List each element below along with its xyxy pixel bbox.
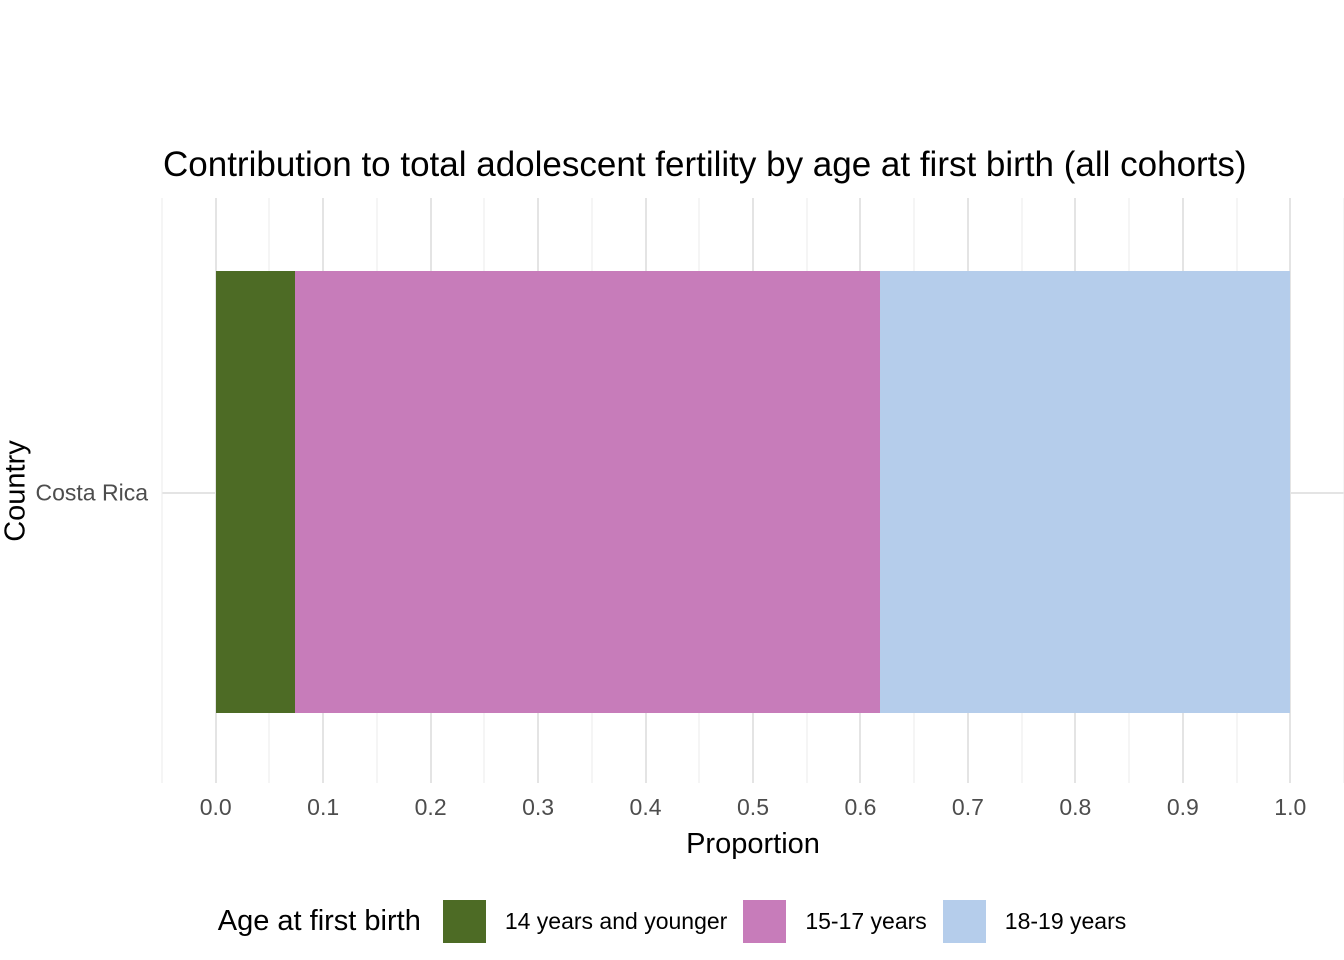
bar-segment-18-19-years — [879, 271, 1291, 714]
x-tick-label: 0.3 — [522, 794, 555, 820]
legend: Age at first birth 14 years and younger 1… — [0, 899, 1344, 944]
legend-item: 18-19 years — [942, 900, 1127, 943]
x-axis: 0.0 0.1 0.2 0.3 0.4 0.5 0.6 0.7 0.8 0.9 1.0 — [162, 794, 1344, 822]
plot-title: Contribution to total adolescent fertili… — [163, 145, 1247, 184]
x-tick-label: 0.1 — [307, 794, 340, 820]
bar-segment-14-years-and-younger — [215, 271, 296, 714]
x-tick-label: 0.0 — [199, 794, 232, 820]
legend-item-label: 15-17 years — [805, 908, 927, 934]
x-tick-label: 0.8 — [1059, 794, 1092, 820]
bar-costa-rica — [215, 271, 1291, 714]
legend-item-label: 14 years and younger — [504, 908, 728, 934]
x-tick-label: 0.7 — [951, 794, 984, 820]
minor-gridline — [161, 198, 163, 783]
x-tick-label: 0.5 — [737, 794, 769, 820]
bar-segment-15-17-years — [295, 271, 880, 714]
major-gridline — [1289, 198, 1292, 783]
x-tick-label: 1.0 — [1274, 794, 1307, 820]
x-tick-label: 0.4 — [629, 794, 662, 820]
y-tick-label-costa-rica: Costa Rica — [35, 479, 148, 506]
legend-item: 15-17 years — [743, 900, 927, 943]
panel — [161, 198, 1344, 783]
x-tick-label: 0.2 — [414, 794, 447, 820]
legend-title: Age at first birth — [217, 905, 421, 937]
legend-swatch — [942, 900, 986, 943]
legend-item: 14 years and younger — [442, 900, 728, 943]
legend-swatch — [743, 900, 787, 943]
legend-item-label: 18-19 years — [1004, 908, 1127, 934]
x-tick-label: 0.6 — [844, 794, 877, 820]
legend-swatch — [442, 900, 486, 943]
x-axis-title: Proportion — [686, 828, 820, 860]
x-tick-label: 0.9 — [1166, 794, 1199, 820]
